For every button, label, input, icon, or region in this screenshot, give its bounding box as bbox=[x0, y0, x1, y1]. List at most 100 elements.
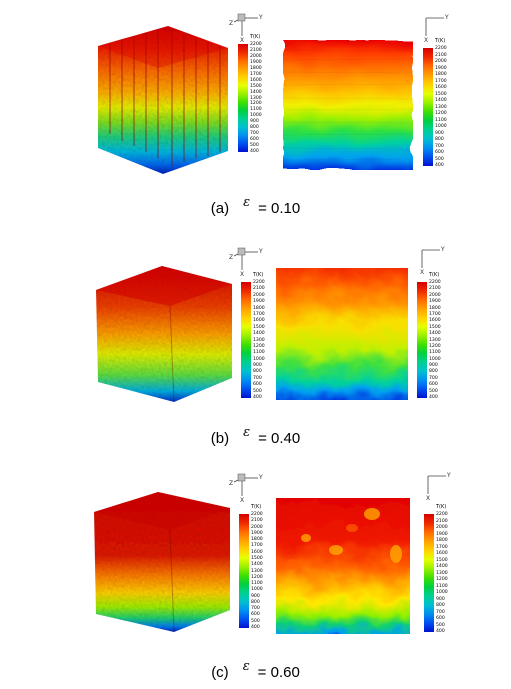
colorbar-tick-label: 1100 bbox=[253, 350, 265, 356]
svg-text:Z: Z bbox=[229, 480, 233, 487]
caption-label: (a) bbox=[210, 200, 230, 217]
colorbar-tick-label: 600 bbox=[436, 616, 445, 621]
svg-text:Y: Y bbox=[258, 474, 263, 481]
svg-text:Y: Y bbox=[446, 472, 451, 479]
colorbar-tick-label: 1400 bbox=[250, 89, 262, 95]
axis-triad-icon: Y X Z bbox=[229, 473, 263, 504]
panel-c: Y X Z T(K) 2200 2100 2000 1900 1800 1700 1600 1… bbox=[0, 466, 511, 686]
colorbar-ticks: 2200 2100 2000 1900 1800 1700 1600 1500 1400 1300… bbox=[436, 512, 460, 634]
temperature-colorbar: T(K) 2200 2100 2000 1900 1800 1700 1600 1500 140… bbox=[238, 34, 278, 168]
temperature-slice-b bbox=[276, 268, 408, 400]
temperature-slice-a bbox=[283, 40, 413, 170]
colorbar-tick-label: 2200 bbox=[429, 280, 441, 285]
epsilon-symbol: ε bbox=[243, 195, 251, 210]
colorbar-tick-label: 1100 bbox=[429, 350, 441, 356]
colorbar-tick-label: 500 bbox=[250, 143, 259, 149]
colorbar-tick-label: 1000 bbox=[250, 113, 262, 119]
colorbar-tick-label: 1200 bbox=[435, 111, 447, 116]
colorbar-tick-label: 800 bbox=[436, 603, 445, 608]
colorbar-tick-label: 700 bbox=[253, 375, 262, 381]
temperature-colorbar: T(K) 2200 2100 2000 1900 1800 1700 1600 1500 140… bbox=[417, 272, 457, 406]
colorbar-gradient bbox=[424, 514, 434, 632]
svg-text:Y: Y bbox=[258, 14, 263, 21]
temperature-colorbar: T(K) 2200 2100 2000 1900 1800 1700 1600 1500 140… bbox=[239, 504, 279, 638]
colorbar-tick-label: 400 bbox=[251, 625, 260, 630]
axis-triad-icon: Y X Z bbox=[229, 247, 263, 278]
colorbar-title: T(K) bbox=[250, 34, 261, 40]
colorbar-tick-label: 900 bbox=[429, 363, 438, 369]
colorbar-tick-label: 400 bbox=[250, 149, 259, 154]
axis-triad-icon: Y X bbox=[424, 14, 449, 44]
colorbar-tick-label: 500 bbox=[436, 622, 445, 628]
colorbar-tick-label: 700 bbox=[436, 609, 445, 615]
colorbar-tick-label: 600 bbox=[253, 382, 262, 388]
colorbar-tick-label: 800 bbox=[251, 599, 260, 605]
temperature-colorbar: T(K) 2200 2100 2000 1900 1800 1700 1600 1500 140… bbox=[241, 272, 281, 406]
colorbar-tick-label: 900 bbox=[436, 596, 445, 602]
caption-value: = 0.40 bbox=[258, 430, 301, 447]
colorbar-tick-label: 2100 bbox=[435, 52, 447, 58]
svg-text:X: X bbox=[240, 37, 244, 44]
svg-text:Y: Y bbox=[440, 246, 445, 253]
colorbar-tick-label: 1600 bbox=[250, 77, 262, 83]
colorbar-tick-label: 1800 bbox=[251, 537, 263, 543]
colorbar-tick-label: 1900 bbox=[251, 530, 263, 536]
colorbar-tick-label: 1900 bbox=[429, 299, 441, 305]
colorbar-tick-label: 1400 bbox=[436, 564, 448, 569]
colorbar-tick-label: 1900 bbox=[253, 299, 265, 305]
colorbar-tick-label: 1700 bbox=[429, 311, 441, 317]
colorbar-tick-label: 1200 bbox=[251, 574, 263, 580]
colorbar-tick-label: 2000 bbox=[251, 524, 263, 530]
colorbar-title: T(K) bbox=[435, 38, 446, 44]
colorbar-tick-label: 1700 bbox=[435, 78, 447, 84]
colorbar-tick-label: 500 bbox=[251, 618, 260, 624]
colorbar-ticks: 2200 2100 2000 1900 1800 1700 1600 1500 1400 1300… bbox=[429, 280, 453, 400]
colorbar-tick-label: 1500 bbox=[429, 324, 441, 330]
colorbar-tick-label: 600 bbox=[429, 382, 438, 388]
colorbar-tick-label: 500 bbox=[253, 388, 262, 394]
flame-isosurface-c bbox=[94, 492, 230, 633]
colorbar-tick-label: 2100 bbox=[253, 286, 265, 292]
colorbar-tick-label: 600 bbox=[250, 137, 259, 143]
svg-text:X: X bbox=[240, 271, 244, 278]
colorbar-tick-label: 900 bbox=[435, 130, 444, 136]
colorbar-tick-label: 2200 bbox=[250, 42, 262, 47]
flame-isosurface-b bbox=[96, 266, 232, 403]
colorbar-tick-label: 1300 bbox=[435, 104, 447, 110]
colorbar-tick-label: 1600 bbox=[436, 551, 448, 556]
svg-text:Y: Y bbox=[444, 14, 449, 21]
svg-text:Z: Z bbox=[229, 20, 233, 27]
colorbar-tick-label: 1800 bbox=[435, 72, 447, 77]
colorbar-tick-label: 700 bbox=[435, 143, 444, 149]
colorbar-tick-label: 1500 bbox=[253, 324, 265, 330]
colorbar-tick-label: 1000 bbox=[253, 356, 265, 362]
svg-text:X: X bbox=[426, 495, 430, 502]
colorbar-tick-label: 400 bbox=[253, 395, 262, 400]
colorbar-tick-label: 1700 bbox=[253, 311, 265, 317]
colorbar-tick-label: 2000 bbox=[429, 292, 441, 298]
colorbar-tick-label: 1200 bbox=[436, 577, 448, 582]
colorbar-tick-label: 1200 bbox=[253, 343, 265, 349]
colorbar-gradient bbox=[239, 514, 249, 628]
colorbar-tick-label: 1400 bbox=[253, 331, 265, 337]
caption-a: (a) ε = 0.10 bbox=[0, 195, 511, 217]
colorbar-tick-label: 1500 bbox=[251, 555, 263, 561]
colorbar-tick-label: 1300 bbox=[251, 568, 263, 574]
colorbar-tick-label: 900 bbox=[253, 363, 262, 369]
caption-value: = 0.10 bbox=[258, 200, 301, 217]
colorbar-tick-label: 1900 bbox=[435, 65, 447, 71]
colorbar-ticks: 2200 2100 2000 1900 1800 1700 1600 1500 1400 1300… bbox=[253, 280, 277, 400]
colorbar-tick-label: 1000 bbox=[436, 590, 448, 595]
colorbar-title: T(K) bbox=[251, 504, 262, 510]
colorbar-tick-label: 400 bbox=[429, 395, 438, 400]
colorbar-tick-label: 1400 bbox=[429, 331, 441, 337]
colorbar-tick-label: 600 bbox=[435, 150, 444, 155]
colorbar-tick-label: 800 bbox=[250, 125, 259, 131]
temperature-colorbar: T(K) 2200 2100 2000 1900 1800 1700 1600 1500 140… bbox=[423, 38, 463, 172]
colorbar-tick-label: 1500 bbox=[250, 83, 262, 89]
colorbar-tick-label: 1400 bbox=[251, 562, 263, 568]
colorbar-tick-label: 1300 bbox=[253, 337, 265, 343]
colorbar-tick-label: 1100 bbox=[251, 581, 263, 587]
colorbar-tick-label: 2200 bbox=[435, 46, 447, 51]
caption-value: = 0.60 bbox=[257, 664, 300, 681]
